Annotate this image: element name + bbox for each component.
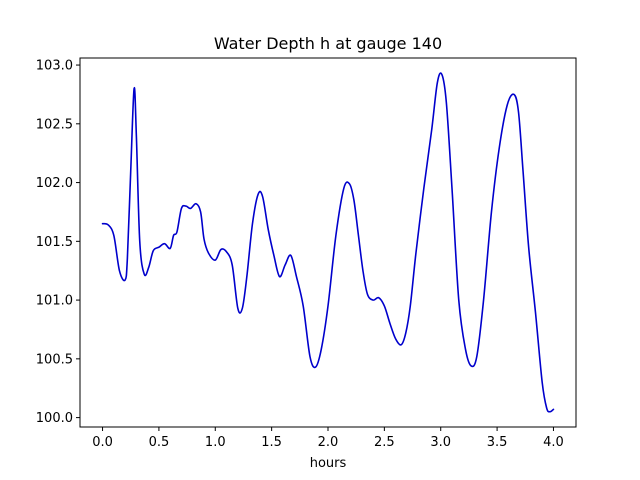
y-tick-label: 100.0 (36, 411, 73, 426)
y-tick-label: 103.0 (36, 59, 73, 74)
x-tick-label: 4.0 (543, 435, 564, 450)
x-axis-label: hours (310, 456, 347, 471)
plot-frame (79, 57, 577, 428)
y-tick-label: 101.0 (36, 294, 73, 309)
x-tick-label: 3.0 (430, 435, 451, 450)
y-tick-label: 100.5 (36, 352, 73, 367)
series-line-0 (101, 72, 555, 413)
y-tick-label: 102.0 (36, 176, 73, 191)
y-tick-label: 102.5 (36, 117, 73, 132)
series-layer (101, 72, 555, 413)
x-axis: 0.0 0.5 1.0 1.5 2.0 2.5 3.0 3.5 4.0 (92, 427, 564, 450)
x-tick-label: 1.5 (261, 435, 282, 450)
x-tick-label: 2.0 (318, 435, 339, 450)
x-tick-label: 0.5 (149, 435, 170, 450)
x-tick-label: 3.5 (487, 435, 508, 450)
chart-title: Water Depth h at gauge 140 (214, 34, 442, 53)
x-tick-label: 1.0 (205, 435, 226, 450)
y-axis: 100.0 100.5 101.0 101.5 102.0 102.5 103.0 (36, 59, 80, 426)
y-tick-label: 101.5 (36, 235, 73, 250)
x-tick-label: 0.0 (92, 435, 113, 450)
x-tick-label: 2.5 (374, 435, 395, 450)
